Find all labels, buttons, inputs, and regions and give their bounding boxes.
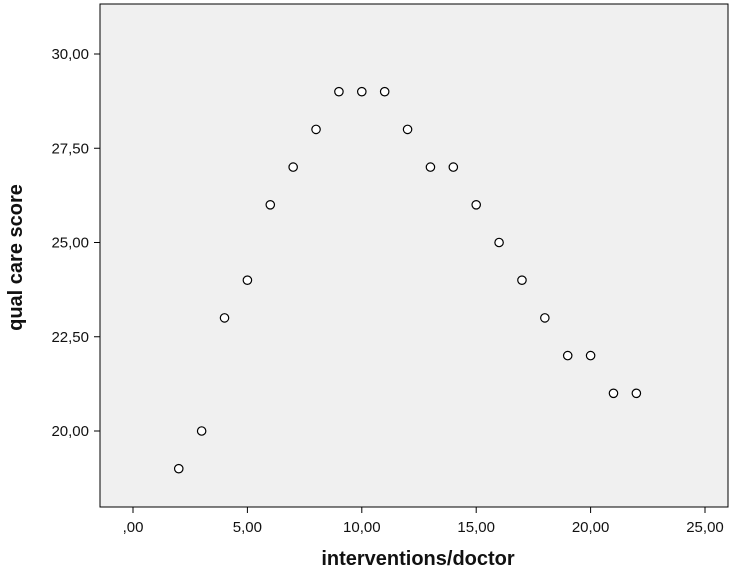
data-point: [449, 163, 457, 171]
data-point: [175, 465, 183, 473]
x-tick-label: ,00: [123, 519, 144, 536]
x-tick-label: 15,00: [457, 519, 495, 536]
data-point: [335, 88, 343, 96]
x-tick-label: 20,00: [572, 519, 610, 536]
x-axis: ,00 5,00 10,00 15,00 20,00 25,00: [123, 507, 724, 536]
x-tick-label: 25,00: [686, 519, 724, 536]
y-tick-label: 25,00: [51, 235, 89, 252]
data-point: [541, 314, 549, 322]
data-point: [380, 88, 388, 96]
plot-area: [100, 4, 728, 507]
data-point: [289, 163, 297, 171]
data-point: [495, 238, 503, 246]
data-point: [197, 427, 205, 435]
y-tick-label: 30,00: [51, 46, 89, 63]
data-point: [220, 314, 228, 322]
data-point: [266, 201, 274, 209]
y-tick-label: 27,50: [51, 140, 89, 157]
data-point: [518, 276, 526, 284]
data-point: [609, 389, 617, 397]
data-point: [243, 276, 251, 284]
x-tick-label: 10,00: [343, 519, 381, 536]
data-point: [403, 125, 411, 133]
x-axis-title: interventions/doctor: [321, 548, 515, 570]
y-axis-title: qual care score: [5, 184, 27, 331]
data-point: [632, 389, 640, 397]
data-point: [586, 351, 594, 359]
y-axis: 20,00 22,50 25,00 27,50 30,00: [51, 46, 100, 440]
data-point: [564, 351, 572, 359]
data-point: [426, 163, 434, 171]
x-tick-label: 5,00: [233, 519, 262, 536]
data-point: [472, 201, 480, 209]
data-point: [358, 88, 366, 96]
y-tick-label: 20,00: [51, 423, 89, 440]
data-point: [312, 125, 320, 133]
y-tick-label: 22,50: [51, 329, 89, 346]
